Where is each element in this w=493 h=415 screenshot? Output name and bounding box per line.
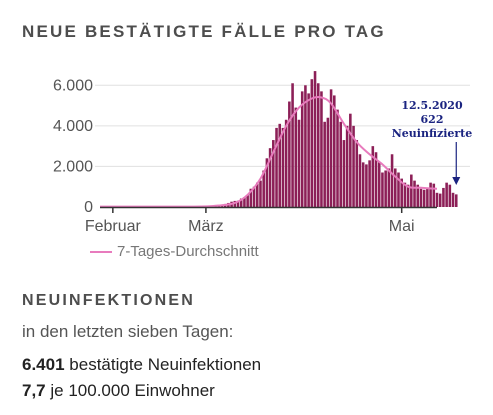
bar [275, 127, 278, 207]
bar [374, 152, 378, 207]
legend-label: 7-Tages-Durchschnitt [117, 243, 259, 260]
bar [313, 71, 317, 207]
chart-title: NEUE BESTÄTIGTE FÄLLE PRO TAG [22, 22, 386, 41]
last-value-annotation: 12.5.2020 622 Neuinfizierte [392, 99, 473, 185]
bar [349, 113, 352, 207]
bar [284, 119, 288, 207]
bar [246, 195, 249, 207]
x-axis-ticks: Februar März Mai [85, 207, 415, 235]
bar [278, 123, 282, 207]
bar [300, 91, 304, 207]
bar [422, 189, 426, 207]
bar-series [188, 71, 458, 207]
rate-value: 7,7 [22, 381, 46, 400]
annotation-value: 622 [421, 113, 444, 126]
bar [365, 164, 368, 207]
bar [336, 109, 339, 207]
bar [268, 148, 272, 207]
bar [307, 93, 310, 207]
bar [262, 170, 265, 207]
bar [339, 121, 342, 207]
bar [323, 121, 326, 207]
bar [361, 162, 365, 207]
bar [419, 188, 423, 207]
bar [288, 101, 291, 207]
bar [236, 200, 240, 207]
bar [255, 182, 259, 207]
cases-stat: 6.401 bestätigte Neuinfektionen [22, 355, 261, 375]
y-axis-tick-labels: 0 2.000 4.000 6.000 [53, 77, 93, 216]
bar [320, 91, 323, 207]
bar [333, 95, 336, 207]
bar [435, 192, 439, 207]
bar [352, 125, 355, 207]
y-tick-label: 2.000 [53, 158, 93, 175]
annotation-date: 12.5.2020 [401, 99, 463, 112]
bar [426, 187, 429, 207]
bar [438, 193, 442, 207]
bar [329, 89, 333, 207]
annotation-arrowhead [452, 177, 461, 185]
cases-text: bestätigte Neuinfektionen [69, 355, 262, 374]
bar [377, 162, 381, 207]
x-tick-label: Februar [85, 218, 142, 235]
x-tick-label: Mai [389, 218, 415, 235]
daily-cases-chart: 0 2.000 4.000 6.000 Februar März Mai 12.5.202… [53, 71, 473, 235]
bar [345, 125, 349, 207]
bar [390, 154, 394, 207]
bar [252, 186, 256, 207]
bar [265, 158, 269, 207]
bar [281, 127, 285, 207]
bar [442, 187, 445, 207]
bar [387, 168, 391, 207]
summary-subtitle: in den letzten sieben Tagen: [22, 322, 234, 341]
bar [371, 146, 375, 207]
bar [413, 180, 416, 207]
bar [272, 140, 275, 207]
bar [410, 174, 413, 207]
bar [432, 183, 436, 207]
y-tick-label: 0 [84, 199, 93, 216]
bar [291, 83, 294, 207]
bar [400, 178, 403, 207]
bar [403, 182, 407, 207]
bar [239, 198, 243, 207]
annotation-label: Neuinfizierte [392, 127, 473, 140]
rate-text: je 100.000 Einwohner [50, 381, 215, 400]
summary-title: NEUINFEKTIONEN [22, 292, 196, 309]
bar [448, 184, 452, 207]
bar [355, 140, 359, 207]
bar [384, 170, 387, 207]
chart-legend: 7-Tages-Durchschnitt [90, 243, 259, 260]
legend-swatch [90, 250, 112, 253]
bar [249, 188, 253, 207]
bar [243, 197, 246, 207]
bar [358, 154, 362, 207]
bar [316, 83, 320, 207]
cases-value: 6.401 [22, 355, 65, 374]
bar [445, 182, 448, 207]
y-tick-label: 6.000 [53, 77, 93, 94]
bar [310, 79, 314, 207]
seven-day-average-line [99, 95, 438, 208]
bar [326, 117, 330, 207]
bar [429, 182, 432, 207]
bar [297, 119, 301, 207]
bar [454, 194, 458, 207]
bar [304, 85, 307, 207]
bar [397, 172, 400, 207]
bar [451, 192, 455, 207]
bar [406, 184, 410, 207]
bar [393, 168, 397, 207]
bar [294, 107, 298, 207]
bar [416, 184, 420, 207]
bar [342, 140, 346, 207]
bar [368, 160, 371, 207]
y-tick-label: 4.000 [53, 118, 93, 135]
rate-stat: 7,7 je 100.000 Einwohner [22, 381, 215, 401]
bar [381, 172, 384, 207]
bar [259, 180, 262, 207]
x-tick-label: März [188, 218, 224, 235]
